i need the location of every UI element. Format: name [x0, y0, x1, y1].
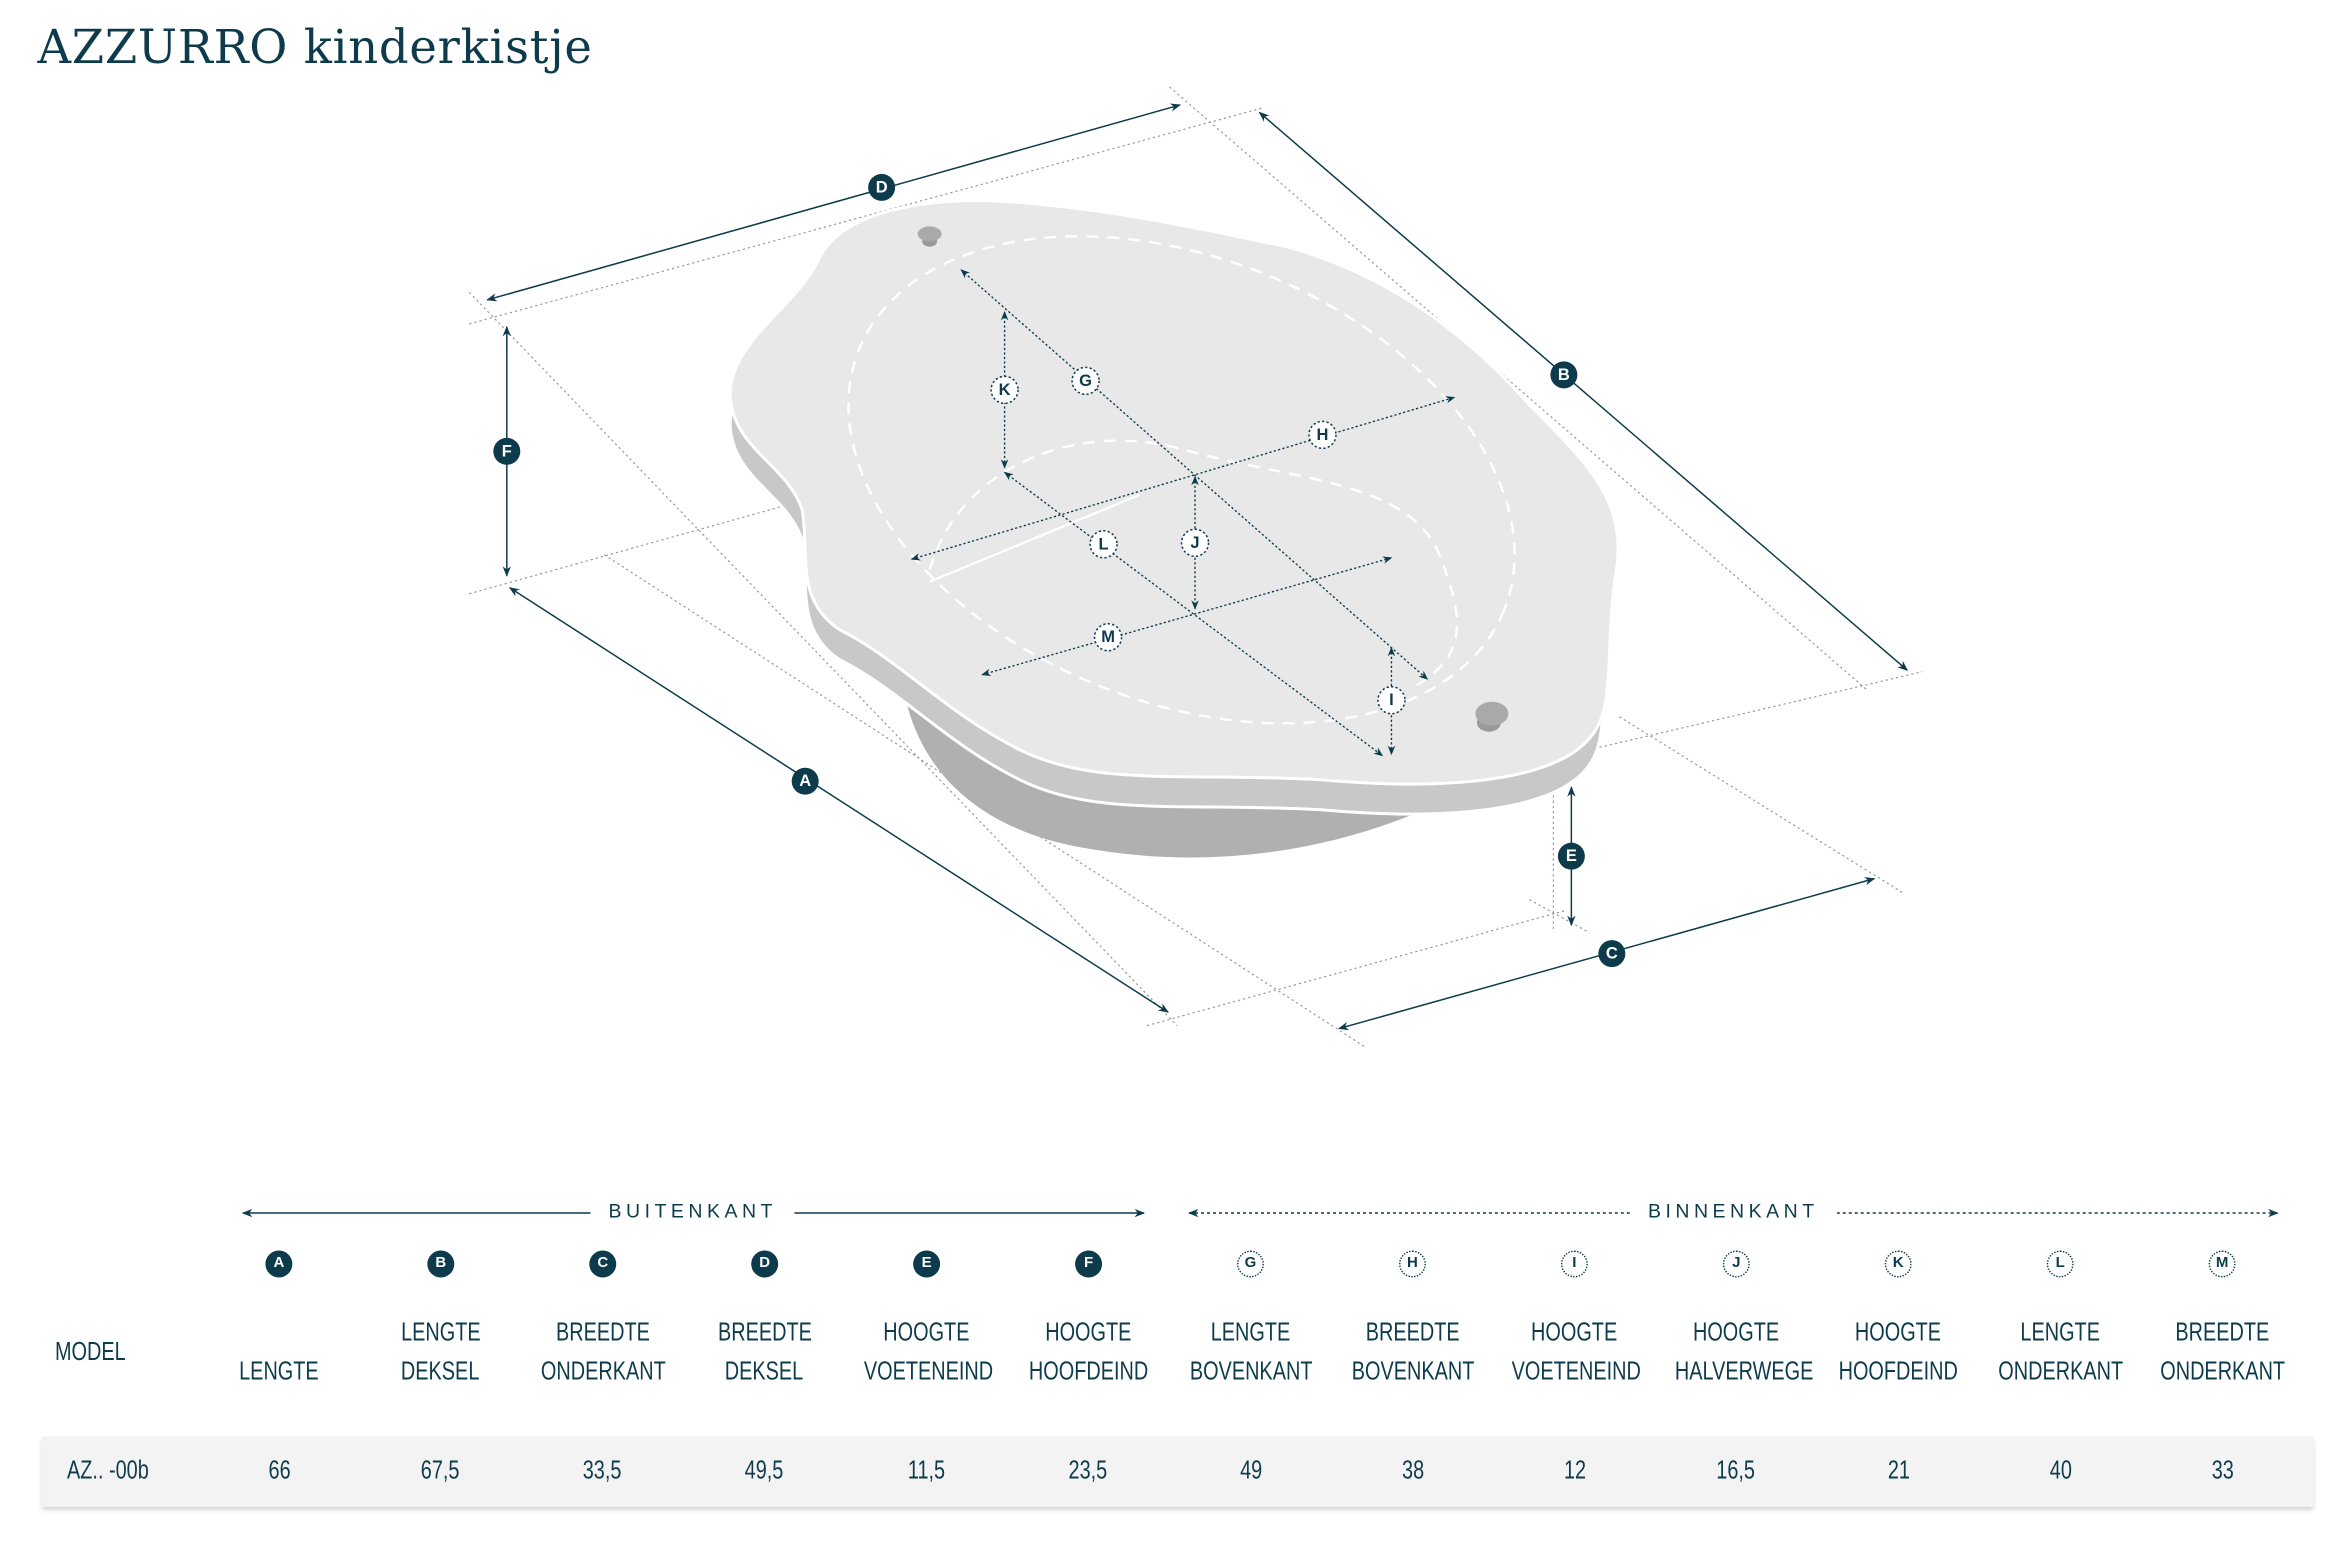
column-header: BREEDTE ONDERKANT: [2141, 1313, 2303, 1391]
model-cell: AZ.. -00b: [67, 1455, 149, 1485]
column-header: HOOGTE HALVERWEGE: [1655, 1313, 1817, 1391]
svg-text:E: E: [1566, 847, 1577, 865]
column-header-line2: DEKSEL: [401, 1356, 481, 1386]
column-header-line1: BREEDTE: [2175, 1317, 2270, 1347]
column-letter-f: F: [1075, 1250, 1103, 1278]
column-header-line2: DEKSEL: [725, 1356, 804, 1386]
svg-text:G: G: [1079, 372, 1092, 390]
svg-text:L: L: [1099, 535, 1109, 553]
svg-text:I: I: [1389, 691, 1394, 709]
column-header-line1: HOOGTE: [1531, 1317, 1618, 1347]
dimension-diagram: A B C D E F G H I J K L M: [468, 86, 1923, 1048]
lid-top: [728, 199, 1620, 786]
column-letter-e: E: [913, 1250, 941, 1278]
column-header-line2: ONDERKANT: [1997, 1356, 2123, 1386]
column-header: LENGTE ONDERKANT: [1979, 1313, 2141, 1391]
column-letter-l: L: [2046, 1250, 2074, 1278]
column-header-line1: BREEDTE: [717, 1317, 812, 1347]
label-l: L: [1089, 530, 1118, 559]
column-letter-k: K: [1884, 1250, 1912, 1278]
label-e: E: [1557, 842, 1585, 870]
label-d: D: [868, 173, 896, 201]
table-cell: 12: [1563, 1455, 1586, 1485]
label-i: I: [1377, 685, 1406, 715]
table-cell: 33: [2211, 1455, 2234, 1485]
column-letter-i: I: [1560, 1250, 1588, 1278]
column-letter-c: C: [589, 1250, 617, 1278]
table-cell: 67,5: [421, 1455, 461, 1485]
table-cell: 23,5: [1069, 1455, 1108, 1485]
label-g: G: [1071, 366, 1100, 396]
label-j: J: [1180, 528, 1210, 558]
column-header-line1: HOOGTE: [1045, 1317, 1132, 1347]
column-header-line1: LENGTE: [1210, 1317, 1291, 1347]
column-header-line1: [276, 1313, 282, 1350]
column-header-line1: LENGTE: [2020, 1317, 2100, 1347]
svg-text:K: K: [999, 381, 1011, 399]
column-header-line2: VOETENEIND: [863, 1356, 994, 1386]
svg-text:D: D: [876, 178, 888, 196]
column-header-line2: ONDERKANT: [2159, 1356, 2285, 1386]
column-header-line2: BOVENKANT: [1189, 1356, 1312, 1386]
column-header: HOOGTE VOETENEIND: [846, 1313, 1008, 1391]
table-cell: 49: [1239, 1455, 1262, 1485]
label-a: A: [791, 767, 819, 795]
column-header-line1: HOOGTE: [883, 1317, 970, 1347]
label-m: M: [1093, 623, 1123, 652]
model-header: MODEL: [54, 1337, 126, 1366]
column-letter-b: B: [427, 1250, 455, 1278]
svg-text:H: H: [1317, 426, 1329, 444]
column-header-line1: HOOGTE: [1855, 1317, 1942, 1347]
table-cell: 33,5: [583, 1455, 623, 1485]
column-header: HOOGTE VOETENEIND: [1493, 1313, 1655, 1391]
column-header-line2: BOVENKANT: [1351, 1356, 1474, 1386]
column-header-line1: BREEDTE: [1365, 1317, 1460, 1347]
table-cell: 38: [1401, 1455, 1424, 1485]
label-k: K: [990, 375, 1019, 405]
column-letter-d: D: [751, 1250, 779, 1278]
column-letter-h: H: [1398, 1250, 1426, 1278]
column-letter-a: A: [265, 1250, 293, 1278]
table-cell: 21: [1887, 1455, 1910, 1485]
column-header-line2: ONDERKANT: [540, 1356, 666, 1386]
column-header: BREEDTE BOVENKANT: [1331, 1313, 1493, 1391]
column-header-line2: LENGTE: [239, 1356, 319, 1386]
column-header: HOOGTE HOOFDEIND: [1008, 1313, 1170, 1391]
table-row: [41, 1436, 2314, 1507]
label-b: B: [1550, 361, 1578, 389]
column-header-line2: VOETENEIND: [1511, 1356, 1641, 1386]
table-cell: 49,5: [745, 1455, 785, 1485]
label-f: F: [493, 437, 521, 465]
column-header: LENGTE DEKSEL: [360, 1313, 522, 1391]
column-header: LENGTE: [198, 1313, 360, 1391]
table-cell: 16,5: [1716, 1455, 1756, 1485]
table-cell: 66: [267, 1455, 290, 1485]
svg-text:C: C: [1606, 945, 1618, 963]
page-title: AZZURRO kinderkistje: [37, 20, 593, 75]
column-letter-g: G: [1237, 1250, 1264, 1278]
label-h: H: [1308, 420, 1337, 450]
column-header-line1: LENGTE: [401, 1317, 481, 1347]
column-header: HOOGTE HOOFDEIND: [1817, 1313, 1979, 1391]
column-header: LENGTE BOVENKANT: [1170, 1313, 1332, 1391]
column-header-line1: BREEDTE: [555, 1317, 650, 1347]
column-header: BREEDTE DEKSEL: [684, 1313, 846, 1391]
column-header-line1: HOOGTE: [1693, 1317, 1780, 1347]
column-header-line2: HOOFDEIND: [1838, 1356, 1958, 1386]
table-cell: 40: [2049, 1455, 2072, 1485]
column-letter-j: J: [1722, 1250, 1750, 1278]
column-header-line2: HOOFDEIND: [1028, 1356, 1149, 1386]
svg-text:M: M: [1101, 628, 1115, 646]
svg-text:F: F: [502, 442, 512, 460]
table-cell: 11,5: [908, 1455, 946, 1485]
column-letter-m: M: [2208, 1250, 2236, 1278]
svg-text:J: J: [1190, 534, 1199, 552]
label-c: C: [1598, 940, 1626, 968]
svg-text:B: B: [1558, 366, 1570, 384]
svg-text:A: A: [799, 772, 811, 790]
column-header-line2: HALVERWEGE: [1674, 1356, 1814, 1386]
column-header: BREEDTE ONDERKANT: [522, 1313, 684, 1391]
